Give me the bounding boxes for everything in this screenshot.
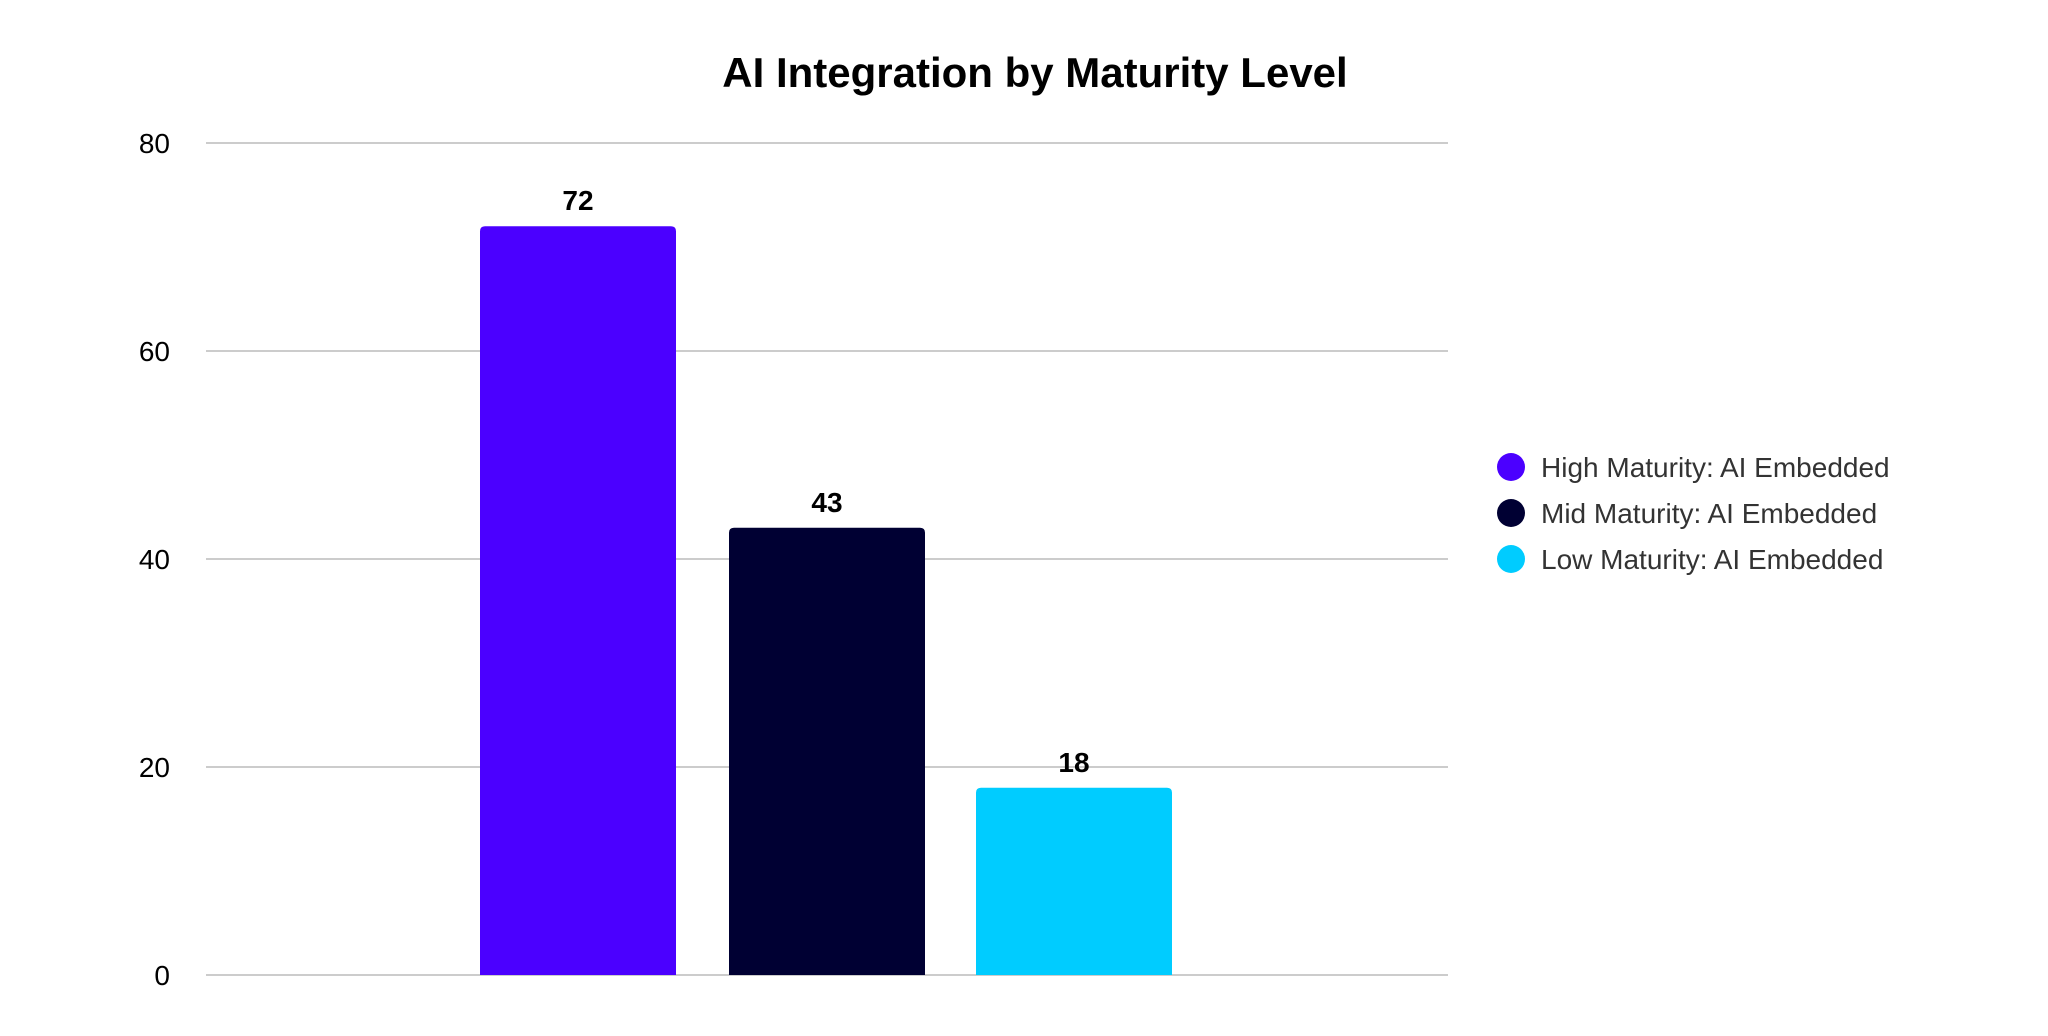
legend-label-high-maturity: High Maturity: AI Embedded [1541, 452, 1890, 483]
data-labels: 72 43 18 [562, 185, 1089, 778]
y-tick-label: 80 [139, 128, 170, 159]
data-label-low-maturity: 18 [1058, 747, 1089, 778]
data-label-mid-maturity: 43 [811, 487, 842, 518]
legend-swatch-high-maturity [1497, 453, 1525, 481]
legend: High Maturity: AI Embedded Mid Maturity: … [1497, 452, 1890, 575]
legend-label-mid-maturity: Mid Maturity: AI Embedded [1541, 498, 1877, 529]
chart-title: AI Integration by Maturity Level [722, 49, 1347, 96]
y-tick-label: 20 [139, 752, 170, 783]
legend-swatch-mid-maturity [1497, 499, 1525, 527]
bar-mid-maturity [729, 527, 925, 975]
bar-low-maturity [976, 787, 1172, 975]
legend-swatch-low-maturity [1497, 545, 1525, 573]
y-tick-label: 40 [139, 544, 170, 575]
y-axis-tick-labels: 0 20 40 60 80 [139, 128, 170, 991]
bars [480, 226, 1172, 975]
bar-high-maturity [480, 226, 676, 975]
y-tick-label: 0 [154, 960, 170, 991]
data-label-high-maturity: 72 [562, 185, 593, 216]
legend-label-low-maturity: Low Maturity: AI Embedded [1541, 544, 1883, 575]
y-tick-label: 60 [139, 336, 170, 367]
